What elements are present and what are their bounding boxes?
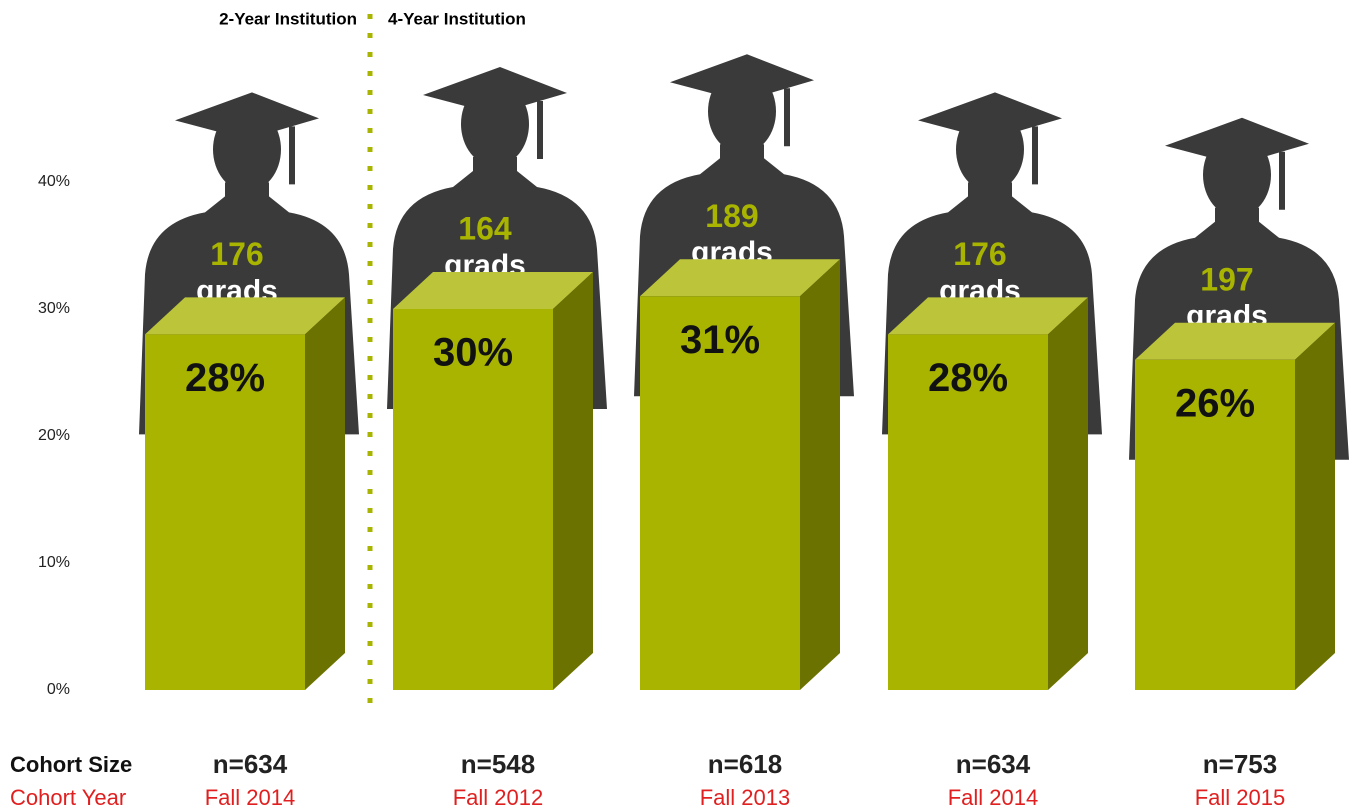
bar-side (305, 297, 345, 690)
y-tick-label: 30% (38, 300, 70, 317)
graduation-cap (423, 67, 567, 114)
group-label: 2-Year Institution (219, 9, 357, 28)
bar-side (1295, 322, 1335, 690)
row-label: Cohort Year (10, 785, 126, 810)
bar-top (393, 272, 593, 309)
row-label: Cohort Size (10, 752, 132, 777)
x-tick-label: Fall 2014 (205, 785, 296, 810)
value-label: 26% (1175, 381, 1255, 425)
cohort-size: n=548 (461, 749, 535, 779)
y-tick-label: 40% (38, 173, 70, 190)
grads-count: 197 (1200, 261, 1253, 297)
grads-count: 176 (953, 236, 1006, 272)
x-tick-label: Fall 2015 (1195, 785, 1286, 810)
bar (145, 334, 305, 690)
cohort-size: n=634 (956, 749, 1031, 779)
bar (393, 309, 553, 690)
cohort-size: n=618 (708, 749, 782, 779)
bar-top (145, 297, 345, 335)
graduation-cap (918, 92, 1062, 140)
group-label: 4-Year Institution (388, 9, 526, 28)
bar-top (1135, 322, 1335, 360)
bar-side (553, 272, 593, 690)
bar (640, 296, 800, 690)
grads-count: 176 (210, 236, 263, 272)
graduation-cap (670, 54, 814, 102)
graduation-cap (1165, 117, 1309, 165)
grads-count: 189 (705, 198, 758, 234)
value-label: 30% (433, 331, 513, 375)
bar (1135, 359, 1295, 690)
x-tick-label: Fall 2013 (700, 785, 791, 810)
cohort-size: n=634 (213, 749, 288, 779)
y-tick-label: 0% (47, 681, 70, 698)
y-tick-label: 10% (38, 554, 70, 571)
bar-top (640, 259, 840, 297)
value-label: 31% (680, 318, 760, 362)
bar (888, 334, 1048, 690)
bar-top (888, 297, 1088, 335)
value-label: 28% (928, 356, 1008, 400)
x-tick-label: Fall 2014 (948, 785, 1039, 810)
cohort-size: n=753 (1203, 749, 1277, 779)
x-tick-label: Fall 2012 (453, 785, 544, 810)
value-label: 28% (185, 356, 265, 400)
bar-side (1048, 297, 1088, 690)
y-tick-label: 20% (38, 427, 70, 444)
graduation-cap (175, 92, 319, 140)
bar-side (800, 259, 840, 690)
grads-count: 164 (458, 210, 512, 246)
